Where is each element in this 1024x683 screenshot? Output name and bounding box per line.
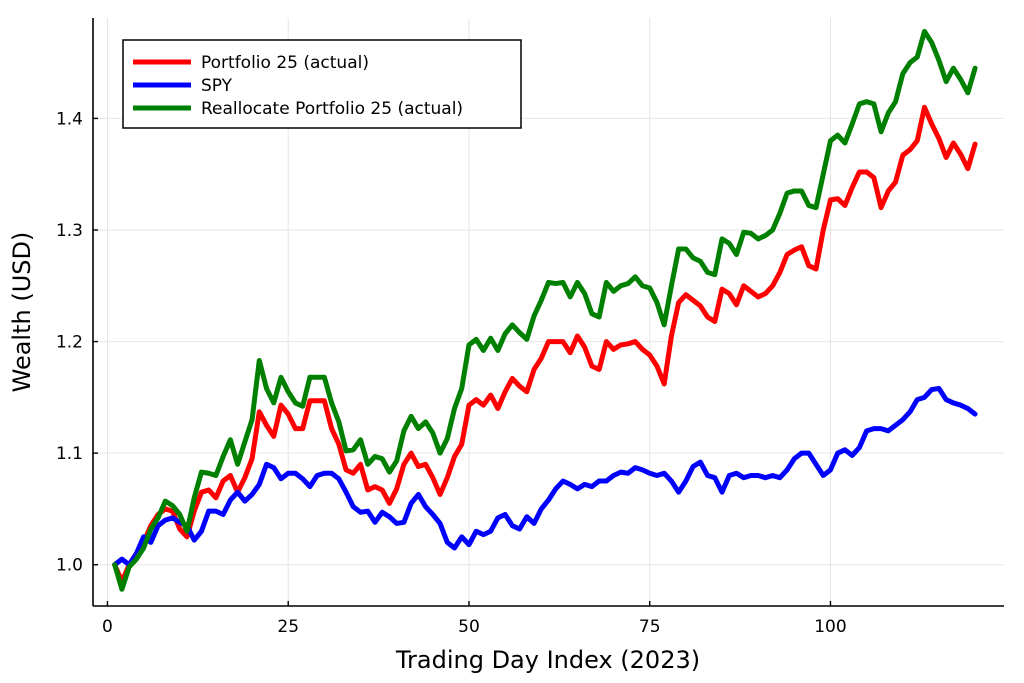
y-tick-label: 1.3 <box>56 221 83 241</box>
x-axis-title: Trading Day Index (2023) <box>395 646 700 674</box>
series-line-3 <box>112 28 978 592</box>
legend-label: SPY <box>201 76 233 96</box>
legend-label: Reallocate Portfolio 25 (actual) <box>201 99 463 119</box>
y-tick-label: 1.1 <box>56 444 83 464</box>
series-line-2 <box>112 385 978 568</box>
y-tick-label: 1.2 <box>56 333 83 353</box>
series-line-1 <box>112 104 978 584</box>
y-axis-title: Wealth (USD) <box>8 232 36 393</box>
x-tick-label: 100 <box>814 617 846 637</box>
x-tick-label: 0 <box>102 617 113 637</box>
x-tick-label: 75 <box>639 617 661 637</box>
x-tick-label: 25 <box>277 617 299 637</box>
y-tick-label: 1.4 <box>56 109 83 129</box>
y-tick-label: 1.0 <box>56 556 83 576</box>
x-tick-label: 50 <box>458 617 480 637</box>
legend-label: Portfolio 25 (actual) <box>201 53 369 73</box>
